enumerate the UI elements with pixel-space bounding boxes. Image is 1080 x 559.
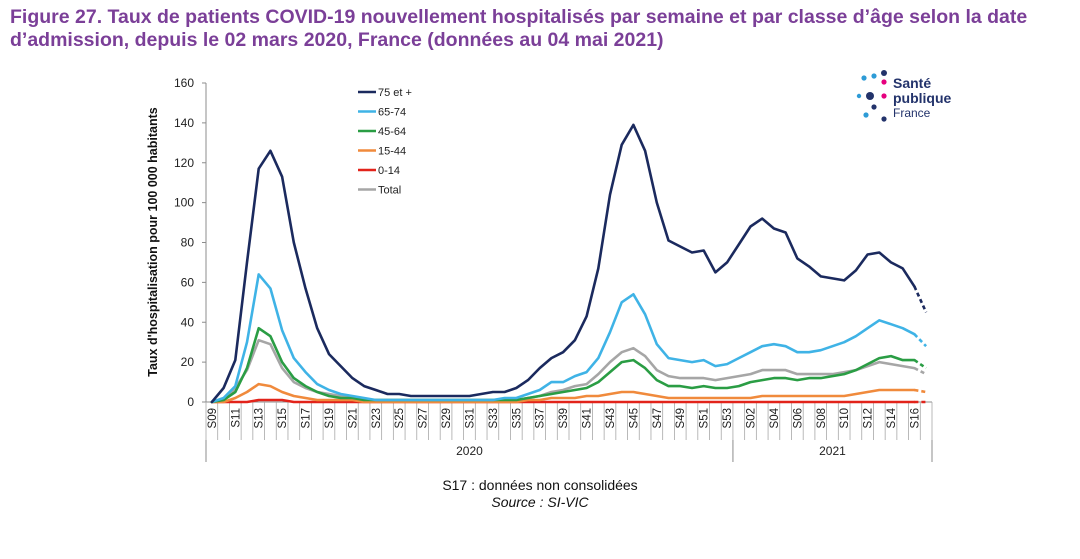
series-total	[210, 338, 927, 404]
y-tick-label: 120	[174, 156, 194, 170]
series-0-14	[210, 398, 927, 404]
series-15-44	[210, 382, 927, 404]
year-label: 2020	[456, 444, 483, 458]
series-line	[210, 273, 916, 404]
legend-label: 15-44	[378, 146, 406, 158]
x-tick-label: S31	[464, 408, 476, 428]
x-tick-label: S21	[347, 408, 359, 428]
x-tick-label: S41	[582, 408, 594, 428]
x-tick-label: S06	[792, 408, 804, 428]
legend-label: 65-74	[378, 107, 406, 119]
x-tick-label: S14	[886, 407, 898, 428]
legend: 75 et + 65-74 45-64 15-44 0-14 Total	[358, 87, 412, 197]
x-tick-label: S09	[207, 408, 219, 428]
series-line	[210, 123, 916, 404]
x-tick-label: S25	[394, 408, 406, 428]
y-tick-label: 60	[181, 275, 195, 289]
series-line-provisional	[913, 359, 927, 370]
y-axis: 0 20 40 60 80 100 120 140 160	[174, 76, 207, 409]
x-tick-label: S23	[371, 408, 383, 428]
legend-label: Total	[378, 185, 401, 197]
x-tick-label: S08	[816, 408, 828, 428]
y-tick-label: 0	[187, 395, 194, 409]
y-tick-label: 20	[181, 355, 195, 369]
legend-label: 45-64	[378, 126, 406, 138]
legend-label: 75 et +	[378, 87, 412, 99]
year-label: 2021	[819, 444, 846, 458]
logo-line-2: publique	[893, 90, 952, 106]
logo-line-3: France	[893, 106, 931, 120]
santé-publique-france-logo: Santé publique France	[856, 70, 952, 122]
x-tick-label: S29	[441, 408, 453, 428]
y-tick-label: 140	[174, 116, 194, 130]
x-tick-label: S11	[230, 408, 242, 428]
x-tick-label: S04	[769, 407, 781, 428]
series-75-et-	[210, 123, 928, 404]
x-tick-label: S10	[839, 408, 851, 428]
x-tick-label: S16	[909, 408, 921, 428]
x-tick-label: S49	[675, 408, 687, 428]
x-tick-label: S02	[746, 408, 758, 428]
series-65-74	[210, 273, 928, 404]
source-note: Source : SI-VIC	[491, 494, 589, 510]
series-line-provisional	[913, 333, 928, 348]
x-tick-label: S33	[488, 408, 500, 428]
x-tick-label: S13	[254, 408, 266, 428]
series-line	[210, 338, 916, 404]
x-tick-label: S15	[277, 408, 289, 428]
series-line-provisional	[913, 366, 927, 376]
x-tick-label: S43	[605, 408, 617, 428]
logo-line-1: Santé	[893, 75, 931, 91]
x-tick-label: S27	[418, 408, 430, 428]
x-tick-label: S51	[699, 408, 711, 428]
y-tick-label: 80	[181, 236, 195, 250]
series-line	[210, 382, 916, 404]
line-chart: 0 20 40 60 80 100 120 140 160 S09 S11 S13 S15 S17 S19…	[146, 70, 952, 462]
y-tick-label: 160	[174, 76, 194, 90]
x-tick-label: S39	[558, 408, 570, 428]
series-45-64	[210, 326, 927, 404]
series-group	[210, 123, 928, 404]
x-tick-label: S47	[652, 408, 664, 428]
y-axis-label: Taux d'hospitalisation pour 100 000 habi…	[146, 107, 160, 377]
x-axis: S09 S11 S13 S15 S17 S19 S21 S23 S25 S27 S29 S31 S33 S…	[205, 401, 933, 462]
series-line	[210, 326, 916, 404]
logo-dots-icon	[856, 70, 887, 122]
footnote: S17 : données non consolidées	[442, 477, 638, 493]
x-tick-label: S37	[535, 408, 547, 428]
x-tick-label: S45	[628, 408, 640, 428]
y-tick-label: 40	[181, 315, 195, 329]
x-tick-label: S12	[863, 408, 875, 428]
x-tick-label: S19	[324, 408, 336, 428]
x-tick-label: S17	[301, 408, 313, 428]
x-tick-label: S53	[722, 408, 734, 428]
series-line-provisional	[913, 285, 928, 313]
x-tick-label: S35	[511, 408, 523, 428]
figure-title: Figure 27. Taux de patients COVID-19 nou…	[10, 6, 1028, 51]
legend-label: 0-14	[378, 165, 400, 177]
series-line-provisional	[914, 388, 927, 394]
y-tick-label: 100	[174, 196, 194, 210]
series-line	[210, 398, 916, 404]
